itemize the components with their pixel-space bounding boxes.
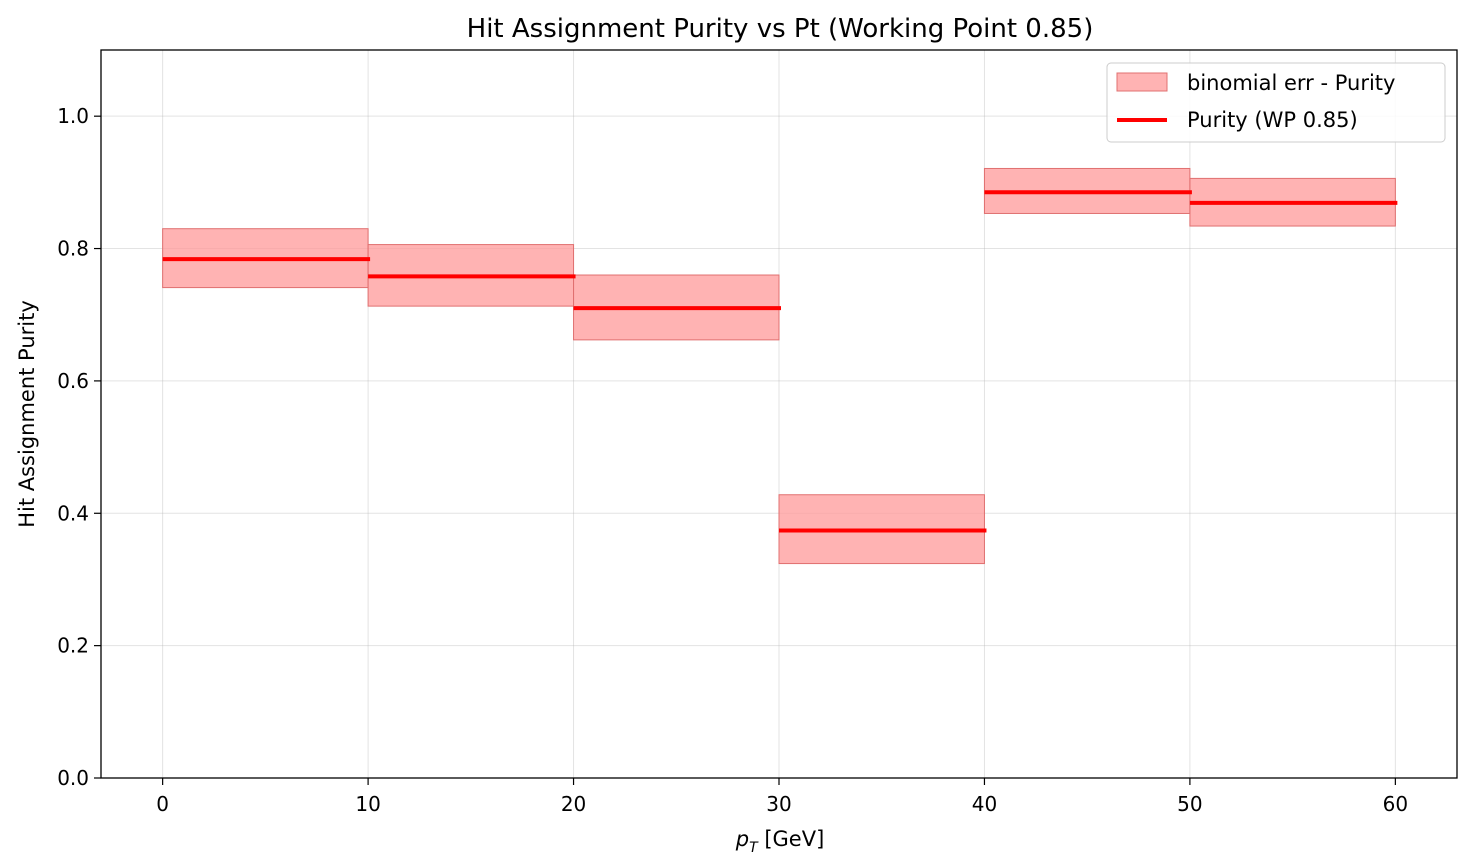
x-tick-label: 0: [156, 792, 169, 816]
x-tick-label: 20: [561, 792, 586, 816]
x-tick-label: 30: [766, 792, 791, 816]
y-tick-label: 0.8: [57, 237, 89, 261]
y-tick-label: 0.2: [57, 634, 89, 658]
x-tick-label: 10: [355, 792, 380, 816]
legend-swatch-band: [1116, 72, 1168, 92]
y-axis-ticks: 0.0 0.2 0.4 0.6 0.8 1.0: [57, 104, 101, 790]
y-axis-label: Hit Assignment Purity: [15, 300, 39, 528]
legend-box: [1106, 62, 1446, 143]
x-axis-label: pT [GeV]: [735, 827, 825, 856]
legend: binomial err - Purity Purity (WP 0.85): [1106, 62, 1446, 143]
legend-label-band: binomial err - Purity: [1187, 71, 1395, 95]
x-tick-label: 60: [1383, 792, 1408, 816]
x-axis-ticks: 0 10 20 30 40 50 60: [156, 778, 1408, 816]
y-tick-label: 1.0: [57, 104, 89, 128]
y-tick-label: 0.4: [57, 501, 89, 525]
x-tick-label: 40: [972, 792, 997, 816]
chart-title: Hit Assignment Purity vs Pt (Working Poi…: [467, 14, 1094, 44]
x-tick-label: 50: [1177, 792, 1202, 816]
y-tick-label: 0.0: [57, 766, 89, 790]
legend-label-line: Purity (WP 0.85): [1187, 108, 1358, 132]
y-tick-label: 0.6: [57, 369, 89, 393]
purity-lines: [162, 190, 1398, 533]
